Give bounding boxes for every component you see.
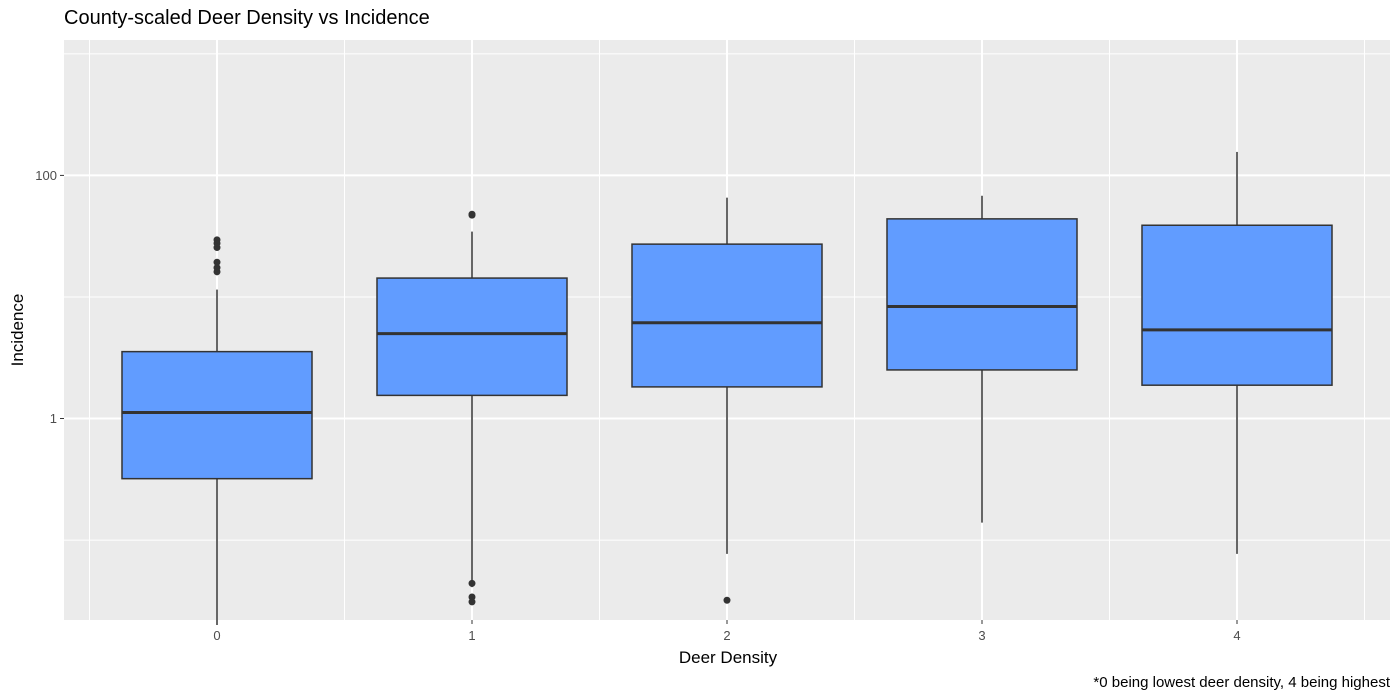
x-tick-label: 3 <box>978 628 985 643</box>
outlier-point <box>213 258 221 266</box>
x-tick-label: 2 <box>723 628 730 643</box>
box-3 <box>886 195 1078 523</box>
box-2 <box>631 197 823 604</box>
y-tick-label: 100 <box>35 168 57 183</box>
outlier-point <box>213 236 221 244</box>
x-tick-label: 4 <box>1233 628 1240 643</box>
outlier-point <box>213 264 221 272</box>
box-iqr <box>886 218 1078 371</box>
box-iqr <box>631 243 823 388</box>
y-tick-label: 1 <box>50 411 57 426</box>
boxes <box>121 151 1333 626</box>
x-axis-title: Deer Density <box>679 648 778 667</box>
box-4 <box>1141 151 1333 554</box>
y-axis: 1 100 <box>35 168 64 426</box>
outlier-point <box>468 593 476 601</box>
box-iqr <box>376 277 568 397</box>
y-axis-title: Incidence <box>8 294 27 367</box>
x-axis: 0 1 2 3 4 <box>213 620 1241 643</box>
x-tick-label: 0 <box>213 628 220 643</box>
outlier-point <box>468 210 476 218</box>
chart-title: County-scaled Deer Density vs Incidence <box>64 7 430 29</box>
outlier-point <box>723 596 731 604</box>
box-0 <box>121 236 313 626</box>
box-iqr <box>1141 224 1333 386</box>
outlier-point <box>468 598 476 606</box>
outlier-point <box>468 579 476 587</box>
x-tick-label: 1 <box>468 628 475 643</box>
box-iqr <box>121 350 313 480</box>
chart-caption: *0 being lowest deer density, 4 being hi… <box>1093 674 1390 691</box>
box-1 <box>376 210 568 606</box>
